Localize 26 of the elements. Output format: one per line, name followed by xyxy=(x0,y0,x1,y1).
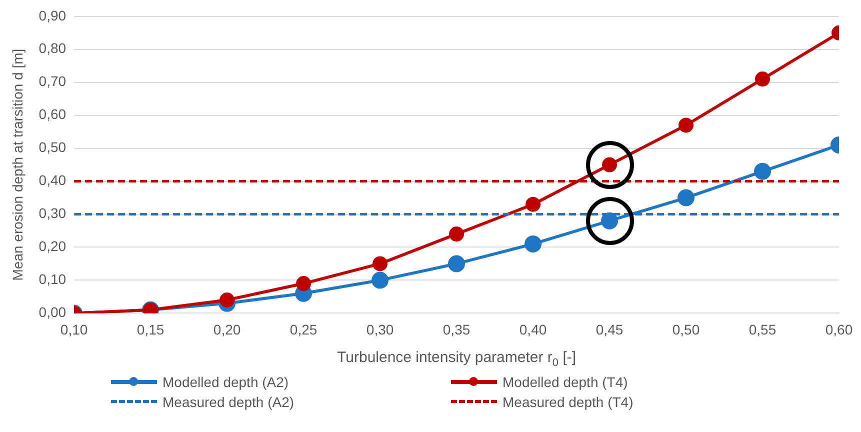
legend-label: Measured depth (T4) xyxy=(502,394,634,410)
x-tick-label: 0,45 xyxy=(596,321,624,338)
y-tick-label: 0,30 xyxy=(38,205,66,222)
y-tick-label: 0,40 xyxy=(38,172,66,188)
y-tick-label: 0,50 xyxy=(38,139,66,156)
y-tick-label: 0,00 xyxy=(38,304,66,320)
x-tick-label: 0,15 xyxy=(136,321,164,338)
x-tick-label: 0,30 xyxy=(366,321,394,338)
y-tick-label: 0,80 xyxy=(38,40,66,56)
x-tick-label: 0,50 xyxy=(672,321,700,338)
x-tick-label: 0,10 xyxy=(60,321,88,338)
y-tick-label: 0,20 xyxy=(38,238,66,254)
legend-label: Modelled depth (A2) xyxy=(162,374,289,390)
x-tick-label: 0,20 xyxy=(213,321,241,338)
y-axis-title: Mean erosion depth at trarsition d [m] xyxy=(9,48,26,281)
x-tick-label: 0,40 xyxy=(519,321,547,338)
y-tick-label: 0,70 xyxy=(38,73,66,90)
y-tick-label: 0,10 xyxy=(38,271,66,288)
x-tick-label: 0,55 xyxy=(748,321,776,338)
legend-label: Modelled depth (T4) xyxy=(502,374,628,390)
x-tick-label: 0,60 xyxy=(825,321,853,338)
x-tick-label: 0,25 xyxy=(290,321,318,338)
y-tick-label: 0,60 xyxy=(38,106,66,122)
y-tick-label: 0,90 xyxy=(38,7,66,24)
legend-label: Measured depth (A2) xyxy=(162,394,294,410)
x-tick-label: 0,35 xyxy=(442,321,470,338)
